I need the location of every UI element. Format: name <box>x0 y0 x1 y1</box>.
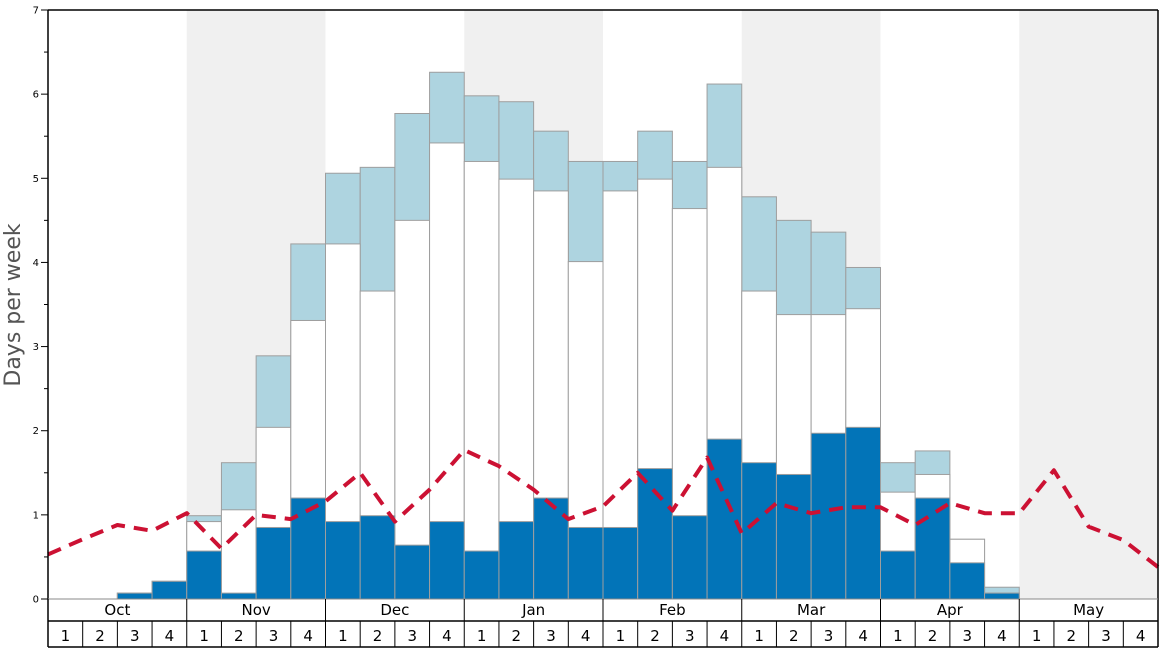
week-label: 4 <box>442 627 452 645</box>
week-label: 3 <box>962 627 972 645</box>
y-tick-label: 4 <box>33 258 39 269</box>
bar-total <box>741 462 777 600</box>
month-label: May <box>1073 601 1104 619</box>
week-label: 2 <box>1067 627 1077 645</box>
week-label: 1 <box>616 627 626 645</box>
week-label: 2 <box>234 627 244 645</box>
bar-total <box>498 521 535 600</box>
bar-total <box>845 426 881 600</box>
week-label: 4 <box>720 627 730 645</box>
month-label: Nov <box>241 601 270 619</box>
week-label: 3 <box>824 627 834 645</box>
y-tick-label: 5 <box>33 174 39 185</box>
month-label: Oct <box>104 601 130 619</box>
week-label: 1 <box>477 627 487 645</box>
week-label: 1 <box>199 627 209 645</box>
week-label: 2 <box>95 627 105 645</box>
week-label: 2 <box>373 627 383 645</box>
week-label: 2 <box>650 627 660 645</box>
month-band <box>1019 10 1158 599</box>
month-label: Apr <box>937 601 964 619</box>
bar-total <box>394 544 431 600</box>
bar-total <box>325 521 361 600</box>
month-label: Feb <box>659 601 686 619</box>
week-label: 3 <box>130 627 140 645</box>
week-label: 3 <box>269 627 279 645</box>
bar-total <box>984 592 1020 600</box>
y-tick-label: 2 <box>33 426 39 437</box>
week-label: 1 <box>754 627 764 645</box>
week-label: 4 <box>1136 627 1146 645</box>
week-label: 4 <box>303 627 313 645</box>
month-label: Jan <box>521 601 545 619</box>
month-label: Dec <box>380 601 409 619</box>
bar-total <box>116 592 153 600</box>
trend-line-group <box>47 448 1160 569</box>
bar-total <box>151 580 188 600</box>
week-label: 2 <box>789 627 799 645</box>
week-label: 4 <box>858 627 868 645</box>
month-label: Mar <box>797 601 826 619</box>
bar-total <box>429 521 465 600</box>
bar-total <box>810 432 847 600</box>
y-tick-label: 1 <box>33 510 39 521</box>
bar-total <box>602 526 639 600</box>
bar-middle <box>394 219 431 600</box>
bar-total <box>637 468 673 600</box>
trend-line <box>47 448 1160 569</box>
week-label: 4 <box>165 627 175 645</box>
week-label: 2 <box>512 627 522 645</box>
bar-total <box>290 497 326 600</box>
bar-total <box>463 550 500 600</box>
week-label: 1 <box>1032 627 1042 645</box>
y-axis-label: Days per week <box>1 223 26 386</box>
week-label: 3 <box>407 627 417 645</box>
y-tick-label: 6 <box>33 90 39 101</box>
week-label: 1 <box>61 627 71 645</box>
bar-total <box>220 592 257 600</box>
bar-total <box>186 550 222 600</box>
bar-total <box>880 550 916 600</box>
bar-middle <box>220 509 257 600</box>
bar-total <box>359 515 396 600</box>
bar-total <box>775 473 812 600</box>
bar-total <box>567 526 604 600</box>
y-tick-label: 3 <box>33 342 39 353</box>
bar-total <box>533 497 569 600</box>
week-label: 4 <box>581 627 591 645</box>
bars <box>116 71 1020 600</box>
y-tick-label: 0 <box>33 595 39 606</box>
x-axis: Oct 1 2 3 4 Nov 1 2 3 4 Dec 1 2 3 4 Jan 1 2 3 4 Feb 1 2 3 4 Mar 1 2… <box>47 599 1158 648</box>
week-label: 3 <box>546 627 556 645</box>
week-label: 1 <box>893 627 903 645</box>
week-label: 4 <box>997 627 1007 645</box>
bar-total <box>255 526 292 600</box>
week-label: 2 <box>928 627 938 645</box>
week-label: 3 <box>1101 627 1111 645</box>
week-label: 1 <box>338 627 348 645</box>
week-label: 3 <box>685 627 695 645</box>
bar-total <box>671 515 708 600</box>
bar-total <box>706 438 743 600</box>
y-axis: 0 1 2 3 4 5 6 7 <box>33 6 48 606</box>
bar-total <box>914 497 951 600</box>
y-tick-label: 7 <box>33 6 39 17</box>
bar-total <box>949 562 986 600</box>
bar-middle <box>463 160 500 600</box>
